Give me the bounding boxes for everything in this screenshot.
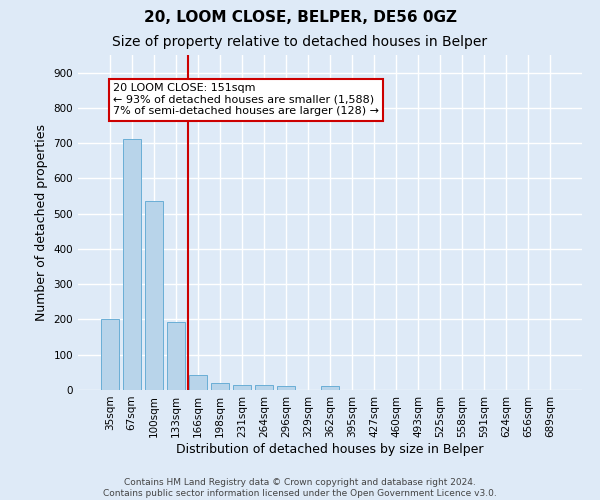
X-axis label: Distribution of detached houses by size in Belper: Distribution of detached houses by size … [176, 442, 484, 456]
Text: Size of property relative to detached houses in Belper: Size of property relative to detached ho… [112, 35, 488, 49]
Y-axis label: Number of detached properties: Number of detached properties [35, 124, 48, 321]
Bar [123, 138, 140, 390]
Text: 20 LOOM CLOSE: 151sqm
← 93% of detached houses are smaller (1,588)
7% of semi-de: 20 LOOM CLOSE: 151sqm ← 93% of detached … [113, 83, 379, 116]
Text: Contains HM Land Registry data © Crown copyright and database right 2024.
Contai: Contains HM Land Registry data © Crown c… [103, 478, 497, 498]
Bar [233, 384, 251, 390]
Bar [189, 375, 206, 390]
Bar [101, 320, 119, 390]
Bar [321, 386, 339, 390]
Bar [277, 386, 295, 390]
Bar [255, 386, 273, 390]
Text: 20, LOOM CLOSE, BELPER, DE56 0GZ: 20, LOOM CLOSE, BELPER, DE56 0GZ [143, 10, 457, 25]
Bar [211, 383, 229, 390]
Bar [167, 322, 185, 390]
Bar [145, 202, 163, 390]
